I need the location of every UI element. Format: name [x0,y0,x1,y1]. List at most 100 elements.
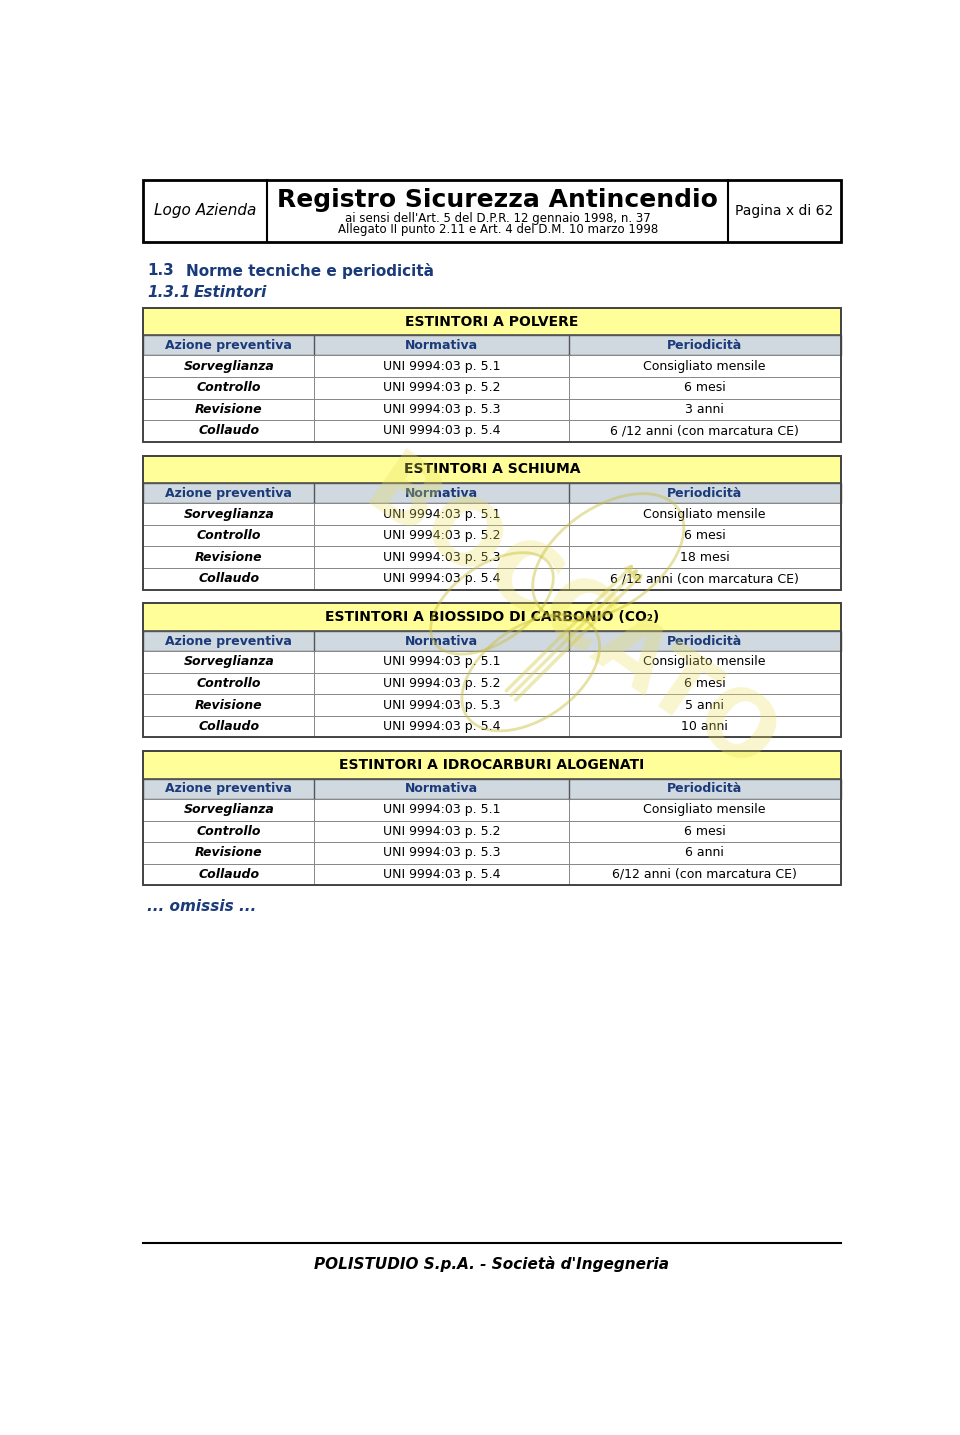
Text: Sorveglianza: Sorveglianza [183,804,274,817]
Bar [143,399,841,420]
Text: Normativa: Normativa [405,782,478,795]
Text: Azione preventiva: Azione preventiva [165,339,292,352]
Text: UNI 9994:03 p. 5.4: UNI 9994:03 p. 5.4 [383,573,500,585]
Text: Azione preventiva: Azione preventiva [165,634,292,647]
Bar [143,716,841,738]
Text: ESTINTORI A SCHIUMA: ESTINTORI A SCHIUMA [404,462,580,476]
Text: UNI 9994:03 p. 5.2: UNI 9994:03 p. 5.2 [383,677,500,690]
Bar [143,779,841,799]
Text: Pagina x di 62: Pagina x di 62 [735,204,833,218]
Text: 6 /12 anni (con marcatura CE): 6 /12 anni (con marcatura CE) [611,425,799,438]
Text: Normativa: Normativa [405,486,478,499]
Bar [143,799,841,821]
Text: Revisione: Revisione [195,551,262,564]
Bar [143,356,841,377]
Text: 18 mesi: 18 mesi [680,551,730,564]
Text: Normativa: Normativa [405,339,478,352]
Text: Revisione: Revisione [195,403,262,416]
Bar [143,336,841,356]
Text: Controllo: Controllo [197,530,261,542]
Bar [143,752,841,885]
Text: ... omissis ...: ... omissis ... [147,900,256,914]
Text: ai sensi dell'Art. 5 del D.P.R. 12 gennaio 1998, n. 37: ai sensi dell'Art. 5 del D.P.R. 12 genna… [345,212,651,225]
Bar [143,377,841,399]
Text: Azione preventiva: Azione preventiva [165,486,292,499]
Text: Consigliato mensile: Consigliato mensile [643,804,766,817]
Bar [143,420,841,442]
Text: Registro Sicurezza Antincendio: Registro Sicurezza Antincendio [277,188,718,212]
Text: ESTINTORI A IDROCARBURI ALOGENATI: ESTINTORI A IDROCARBURI ALOGENATI [340,758,644,772]
Text: Periodicità: Periodicità [667,782,742,795]
Text: Norme tecniche e periodicità: Norme tecniche e periodicità [186,263,434,278]
Bar [143,651,841,673]
Bar [143,455,841,484]
Text: 6 anni: 6 anni [685,847,724,860]
Text: Periodicità: Periodicità [667,339,742,352]
Text: Controllo: Controllo [197,382,261,395]
Text: Collaudo: Collaudo [198,868,259,881]
Text: UNI 9994:03 p. 5.1: UNI 9994:03 p. 5.1 [383,656,500,669]
Text: 3 anni: 3 anni [685,403,724,416]
Bar [143,504,841,525]
Text: Estintori: Estintori [194,284,267,300]
Text: Collaudo: Collaudo [198,720,259,733]
Text: ESTINTORI A POLVERE: ESTINTORI A POLVERE [405,314,579,329]
Text: Periodicità: Periodicità [667,634,742,647]
Bar [143,864,841,885]
Text: UNI 9994:03 p. 5.1: UNI 9994:03 p. 5.1 [383,360,500,373]
Text: 6/12 anni (con marcatura CE): 6/12 anni (con marcatura CE) [612,868,797,881]
Text: UNI 9994:03 p. 5.4: UNI 9994:03 p. 5.4 [383,425,500,438]
Text: UNI 9994:03 p. 5.4: UNI 9994:03 p. 5.4 [383,868,500,881]
Text: ESTINTORI A BIOSSIDO DI CARBONIO (CO₂): ESTINTORI A BIOSSIDO DI CARBONIO (CO₂) [324,610,660,624]
Text: Sorveglianza: Sorveglianza [183,656,274,669]
Text: 1.3.1: 1.3.1 [147,284,190,300]
Bar [143,525,841,547]
Bar [143,821,841,842]
Text: 6 mesi: 6 mesi [684,530,726,542]
Text: 6 mesi: 6 mesi [684,677,726,690]
Text: Collaudo: Collaudo [198,425,259,438]
Text: UNI 9994:03 p. 5.1: UNI 9994:03 p. 5.1 [383,508,500,521]
Text: 6 mesi: 6 mesi [684,825,726,838]
Bar [143,603,841,738]
Text: POLISTUDIO S.p.A. - Società d'Ingegneria: POLISTUDIO S.p.A. - Società d'Ingegneria [315,1256,669,1271]
Bar [143,673,841,695]
Bar [143,455,841,590]
Text: UNI 9994:03 p. 5.3: UNI 9994:03 p. 5.3 [383,847,500,860]
Text: UNI 9994:03 p. 5.4: UNI 9994:03 p. 5.4 [383,720,500,733]
Text: UNI 9994:03 p. 5.2: UNI 9994:03 p. 5.2 [383,382,500,395]
Bar [143,752,841,779]
Bar [143,631,841,651]
Text: Consigliato mensile: Consigliato mensile [643,360,766,373]
Bar [143,842,841,864]
Text: Sorveglianza: Sorveglianza [183,508,274,521]
Text: Periodicità: Periodicità [667,486,742,499]
Text: Allegato II punto 2.11 e Art. 4 del D.M. 10 marzo 1998: Allegato II punto 2.11 e Art. 4 del D.M.… [338,224,658,237]
Text: Collaudo: Collaudo [198,573,259,585]
Text: Normativa: Normativa [405,634,478,647]
Bar [143,695,841,716]
Text: Azione preventiva: Azione preventiva [165,782,292,795]
Text: Logo Azienda: Logo Azienda [154,204,256,218]
Text: UNI 9994:03 p. 5.3: UNI 9994:03 p. 5.3 [383,403,500,416]
Text: BOCCATO: BOCCATO [348,445,791,792]
Text: 10 anni: 10 anni [682,720,729,733]
Text: Sorveglianza: Sorveglianza [183,360,274,373]
Text: Controllo: Controllo [197,677,261,690]
Text: Controllo: Controllo [197,825,261,838]
Text: Consigliato mensile: Consigliato mensile [643,508,766,521]
Bar [143,307,841,336]
Text: Revisione: Revisione [195,847,262,860]
Bar [143,603,841,631]
Bar [143,484,841,504]
Text: 1.3: 1.3 [147,263,174,278]
Text: 6 mesi: 6 mesi [684,382,726,395]
Text: UNI 9994:03 p. 5.1: UNI 9994:03 p. 5.1 [383,804,500,817]
Bar [143,307,841,442]
Bar [143,568,841,590]
Text: Consigliato mensile: Consigliato mensile [643,656,766,669]
Bar [143,547,841,568]
Text: UNI 9994:03 p. 5.3: UNI 9994:03 p. 5.3 [383,551,500,564]
Bar [143,179,841,241]
Text: 5 anni: 5 anni [685,699,724,712]
